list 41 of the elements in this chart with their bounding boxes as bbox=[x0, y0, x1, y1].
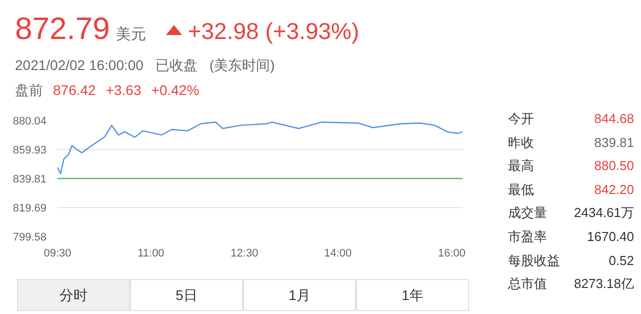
text: 最高 bbox=[508, 157, 534, 176]
x-tick-label: 12:30 bbox=[230, 248, 258, 260]
text: 5日 bbox=[130, 279, 243, 311]
text: 1670.40 bbox=[587, 228, 634, 246]
text: 每股收益 bbox=[508, 252, 560, 270]
x-tick-label: 09:30 bbox=[44, 248, 72, 260]
x-tick-label: 16:00 bbox=[438, 248, 466, 260]
text: 844.68 bbox=[594, 110, 634, 128]
y-tick-label: 799.58 bbox=[12, 232, 47, 244]
y-tick-label: 819.69 bbox=[12, 202, 47, 215]
text: +32.98 (+3.93%) bbox=[188, 18, 360, 44]
x-tick-label: 11:00 bbox=[138, 248, 164, 260]
y-tick-label: 839.81 bbox=[12, 174, 47, 186]
text: 1月 bbox=[243, 279, 356, 311]
line-series bbox=[58, 122, 462, 174]
y-tick-label: 859.93 bbox=[12, 144, 47, 156]
text: +0.42% bbox=[151, 82, 200, 98]
text: 最低 bbox=[508, 180, 534, 199]
text: 2434.61万 bbox=[574, 204, 634, 222]
x-tick-label: 14:00 bbox=[324, 248, 352, 260]
text: 839.81 bbox=[594, 134, 634, 152]
text: 市盈率 bbox=[508, 228, 547, 246]
text: 0.52 bbox=[608, 252, 634, 270]
text: 876.42 bbox=[53, 82, 96, 98]
text: 分时 bbox=[17, 279, 130, 311]
text: 总市值 bbox=[508, 275, 547, 294]
text: 今开 bbox=[508, 110, 534, 128]
text: 1年 bbox=[356, 279, 469, 311]
text: (美东时间) bbox=[209, 57, 275, 73]
text: 美元 bbox=[116, 26, 146, 43]
text: 昨收 bbox=[508, 134, 534, 152]
text: 2021/02/02 16:00:00 bbox=[15, 57, 144, 73]
y-tick-label: 880.04 bbox=[12, 116, 47, 128]
text: 8273.18亿 bbox=[574, 275, 634, 294]
text: 842.20 bbox=[594, 180, 634, 199]
text: 880.50 bbox=[594, 157, 634, 176]
text: 872.79 bbox=[15, 11, 110, 46]
text: 盘前 bbox=[15, 82, 43, 98]
text: +3.63 bbox=[106, 82, 142, 98]
text: 已收盘 bbox=[155, 57, 198, 73]
text: 成交量 bbox=[508, 204, 547, 222]
